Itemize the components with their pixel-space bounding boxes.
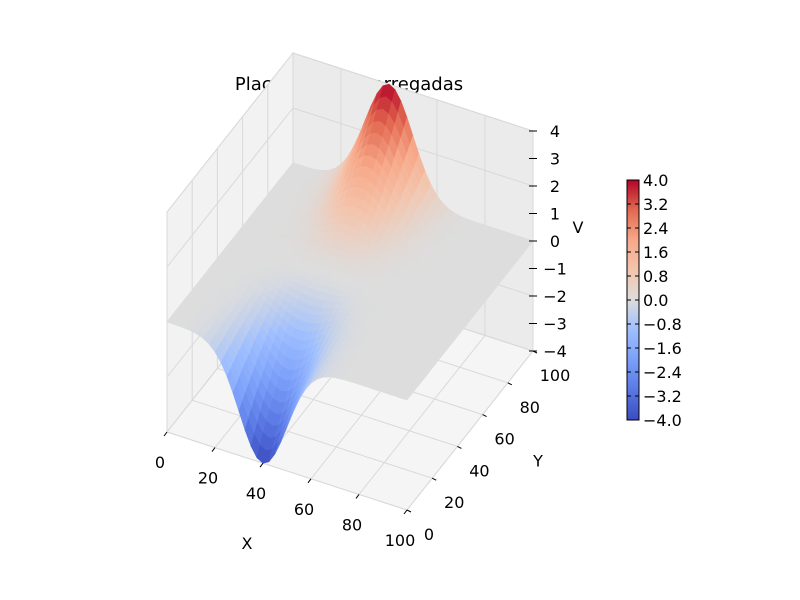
z-axis-label: V (573, 218, 584, 237)
x-tick (403, 509, 408, 515)
colorbar-tick-label: −4.0 (643, 411, 682, 430)
x-tick-label: 40 (246, 484, 266, 503)
z-tick-label: −2 (543, 287, 567, 306)
y-tick-label: 20 (444, 493, 464, 512)
x-tick (211, 447, 216, 452)
x-tick (259, 462, 264, 468)
colorbar: 4.0 3.2 2.4 1.6 0.8 0.0 −0.8 −1.6 −2.4 −3.2 −4.0 (626, 171, 682, 430)
colorbar-tick-label: −1.6 (643, 339, 682, 358)
y-tick-label: 60 (494, 430, 514, 449)
z-tick-label: 0 (550, 232, 560, 251)
y-tick-label: 0 (424, 525, 434, 544)
x-tick-label: 80 (342, 515, 362, 534)
y-tick (406, 509, 412, 513)
grid-line (406, 350, 534, 511)
colorbar-tick-label: −3.2 (643, 387, 682, 406)
y-tick-label: 80 (520, 398, 540, 417)
y-tick-label: 40 (469, 461, 489, 480)
x-tick (307, 478, 312, 484)
z-tick-label: −1 (543, 260, 567, 279)
z-tick-label: −3 (543, 315, 567, 334)
colorbar-tick-label: 0.0 (643, 291, 668, 310)
x-tick-label: 100 (385, 531, 416, 550)
x-axis-label: X (242, 534, 253, 553)
colorbar-tick-label: −2.4 (643, 363, 682, 382)
y-tick (457, 445, 462, 449)
colorbar-tick-label: 1.6 (643, 243, 668, 262)
surface-patch (400, 393, 411, 401)
x-tick-label: 60 (294, 500, 314, 519)
grid-line (192, 399, 433, 479)
colorbar-tick-label: 2.4 (643, 219, 668, 238)
z-tick-label: 1 (550, 205, 560, 224)
potential-surface (166, 83, 534, 464)
y-tick-label: 100 (540, 366, 571, 385)
z-tick-label: 3 (550, 150, 560, 169)
x-tick (163, 431, 168, 437)
z-tick-label: 4 (550, 122, 560, 141)
z-tick-label: −4 (543, 342, 567, 361)
x-tick (355, 494, 360, 499)
grid-line (292, 52, 534, 132)
grid-line (166, 52, 294, 213)
colorbar-tick-label: 0.8 (643, 267, 668, 286)
y-tick (431, 477, 437, 481)
colorbar-tick-label: −0.8 (643, 315, 682, 334)
colorbar-tick-label: 3.2 (643, 195, 668, 214)
x-tick-label: 0 (155, 453, 165, 472)
grid-line (166, 431, 408, 511)
x-tick-label: 20 (198, 469, 218, 488)
y-axis-label: Y (532, 452, 543, 471)
colorbar-tick-label: 4.0 (643, 171, 668, 190)
grid-line (166, 107, 294, 268)
y-tick (507, 382, 513, 386)
grid-line (358, 335, 486, 495)
z-tick-label: 2 (550, 177, 560, 196)
y-tick (482, 414, 487, 418)
